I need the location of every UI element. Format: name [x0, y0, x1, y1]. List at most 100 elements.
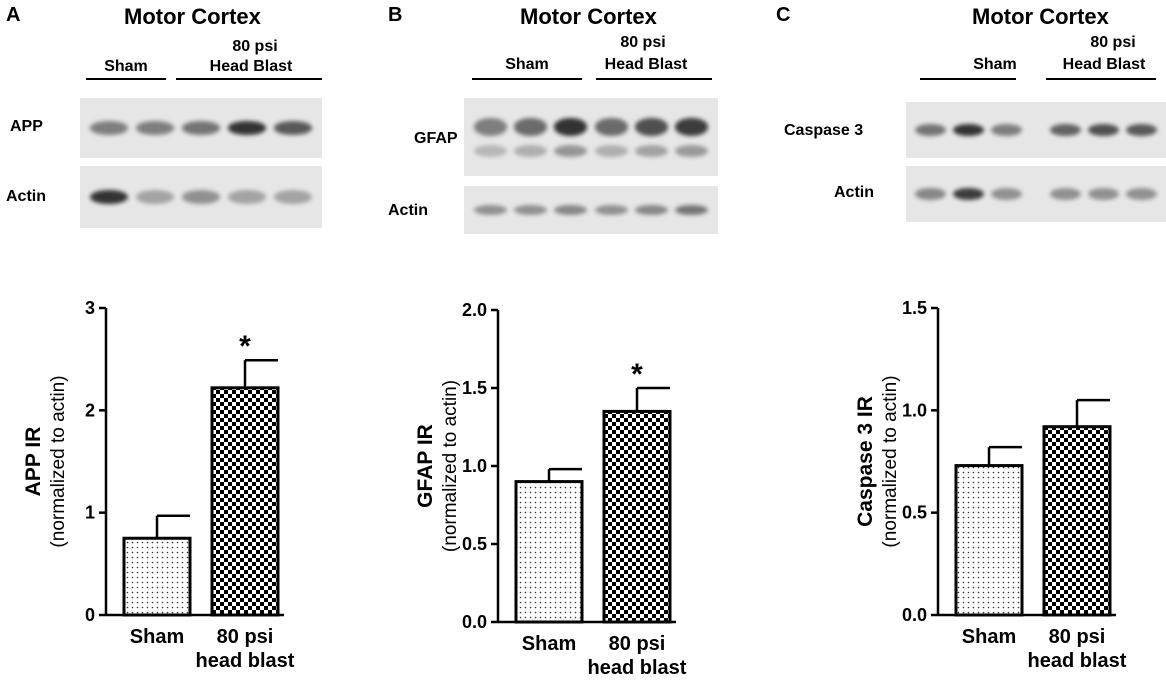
- blot-actin: [906, 166, 1166, 222]
- category-label: Sham: [962, 626, 1016, 648]
- y-axis-label: APP IR: [22, 427, 45, 497]
- blot-band: [594, 145, 628, 157]
- blot-band: [1125, 187, 1157, 201]
- blot-band: [554, 145, 588, 157]
- blot-band: [473, 118, 507, 136]
- blot-band: [90, 190, 128, 204]
- blot-band: [634, 118, 669, 136]
- y-tick-label: 1.5: [462, 378, 487, 398]
- panel-a: A Motor Cortex 80 psi Sham Head Blast AP…: [0, 0, 388, 682]
- blot-band: [594, 118, 628, 136]
- blast-underline: [596, 78, 712, 80]
- blot-actin: [80, 166, 322, 228]
- blot-band: [1125, 123, 1157, 137]
- category-label: Sham: [130, 626, 184, 648]
- blot-band: [990, 123, 1022, 137]
- bar: [954, 464, 1024, 617]
- blot-band: [513, 204, 548, 216]
- blot-label-actin: Actin: [834, 184, 874, 201]
- panel-letter: A: [6, 4, 21, 26]
- y-axis-sublabel: (normalized to actin): [440, 380, 461, 552]
- bar: [210, 386, 280, 617]
- panel-letter: B: [388, 4, 403, 26]
- blot-label-actin: Actin: [388, 202, 428, 219]
- blot-actin: [464, 186, 718, 234]
- group-label-blast-1: 80 psi: [620, 34, 666, 51]
- blot-band: [90, 121, 128, 135]
- y-tick-label: 0: [85, 605, 95, 625]
- blast-underline: [176, 78, 322, 80]
- blot-gfap: [464, 98, 718, 176]
- bar: [1042, 425, 1112, 617]
- blot-band: [136, 121, 174, 135]
- panel-letter: C: [776, 4, 791, 26]
- blot-band: [513, 145, 548, 157]
- group-label-sham: Sham: [505, 56, 549, 73]
- blot-band: [228, 190, 266, 204]
- group-label-blast-1: 80 psi: [232, 38, 278, 55]
- blot-band: [675, 145, 709, 157]
- y-axis-label: GFAP IR: [414, 424, 437, 508]
- group-label-sham: Sham: [973, 56, 1017, 73]
- panel-b: B Motor Cortex 80 psi Sham Head Blast GF…: [388, 0, 776, 682]
- blot-band: [634, 145, 669, 157]
- y-axis-sublabel: (normalized to actin): [880, 375, 901, 547]
- bar: [514, 480, 584, 624]
- group-label-sham: Sham: [104, 58, 148, 75]
- group-label-blast-2: Head Blast: [1062, 56, 1146, 73]
- blot-band: [915, 123, 947, 137]
- blot-band: [473, 204, 507, 216]
- y-tick-label: 2: [85, 400, 95, 420]
- blot-label-app: APP: [10, 118, 43, 135]
- blot-band: [182, 190, 220, 204]
- panel-title: Motor Cortex: [520, 4, 657, 29]
- blot-label-gfap: GFAP: [414, 130, 458, 147]
- blot-app: [80, 98, 322, 158]
- y-axis-sublabel: (normalized to actin): [48, 375, 69, 547]
- bar: [122, 536, 192, 617]
- blot-caspase-3: [906, 102, 1166, 158]
- blast-underline: [1046, 78, 1156, 80]
- panel-c: C Motor Cortex 80 psi Sham Head Blast Ca…: [776, 0, 1166, 682]
- blot-band: [182, 121, 220, 135]
- blot-band: [675, 204, 709, 216]
- blot-band: [554, 204, 588, 216]
- blot-band: [1050, 187, 1082, 201]
- group-label-blast-1: 80 psi: [1090, 34, 1136, 51]
- blot-band: [136, 190, 174, 204]
- bar: [602, 409, 672, 624]
- blot-band: [1050, 123, 1082, 137]
- category-label: 80 psi head blast: [196, 626, 295, 672]
- significance-marker: *: [631, 358, 643, 391]
- blot-label-actin: Actin: [6, 188, 46, 205]
- y-tick-label: 0.0: [462, 612, 487, 632]
- blot-band: [953, 187, 984, 201]
- panel-title: Motor Cortex: [972, 4, 1109, 29]
- significance-marker: *: [239, 330, 251, 363]
- y-tick-label: 0.5: [462, 534, 487, 554]
- category-label: 80 psi head blast: [1028, 626, 1127, 672]
- blot-band: [594, 204, 628, 216]
- y-tick-label: 1.0: [462, 456, 487, 476]
- blot-band: [953, 123, 984, 137]
- category-label: Sham: [522, 633, 576, 655]
- blot-band: [634, 204, 669, 216]
- blot-band: [990, 187, 1022, 201]
- blot-band: [274, 190, 312, 204]
- group-label-blast-2: Head Blast: [604, 56, 688, 73]
- y-tick-label: 0.5: [902, 503, 927, 523]
- sham-underline: [472, 78, 582, 80]
- y-tick-label: 2.0: [462, 300, 487, 320]
- y-tick-label: 3: [85, 298, 95, 318]
- blot-label-caspase-3: Caspase 3: [784, 122, 864, 139]
- blot-band: [1088, 187, 1119, 201]
- y-tick-label: 1: [85, 503, 95, 523]
- blot-band: [554, 118, 588, 136]
- blot-band: [473, 145, 507, 157]
- bar-chart: 0.0 0.5 1.0 1.5 2.0 GFAP IR (normalized to act…: [414, 300, 687, 679]
- category-label: 80 psi head blast: [588, 633, 687, 679]
- y-axis-label: Caspase 3 IR: [854, 396, 877, 527]
- bar-chart: 0.0 0.5 1.0 1.5 Caspase 3 IR (normalized to a…: [854, 298, 1127, 672]
- y-tick-label: 1.0: [902, 400, 927, 420]
- blot-band: [228, 121, 266, 135]
